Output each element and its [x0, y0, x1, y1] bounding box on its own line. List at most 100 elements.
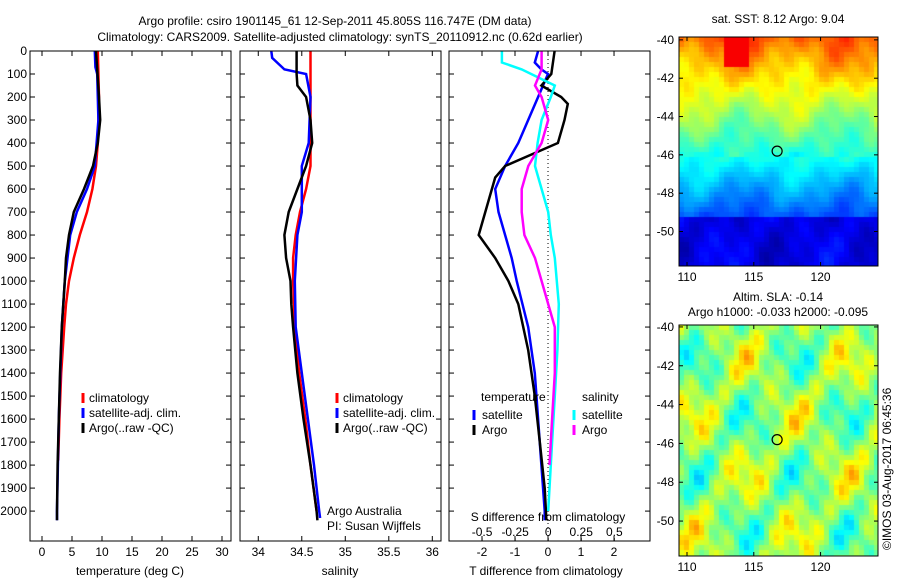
map-y-tick-label: -44: [657, 398, 675, 412]
map-x-tick-label: 115: [744, 270, 763, 284]
y-tick-label: 200: [7, 90, 27, 104]
map-x-tick-label: 115: [744, 560, 763, 574]
sla-map-image: [679, 325, 878, 556]
temperature-xlabel: temperature (deg C): [76, 564, 184, 578]
s-diff-xlabel: S difference from climatology: [471, 510, 626, 524]
y-tick-label: 1300: [0, 343, 27, 357]
argo-location-marker: [771, 145, 783, 157]
title-line2: Climatology: CARS2009. Satellite-adjuste…: [97, 30, 582, 44]
y-tick-label: 100: [7, 67, 27, 81]
map-x-tick-label: 110: [677, 560, 696, 574]
x-tick-label: 1: [578, 545, 585, 559]
x-tick-label: 35.5: [377, 545, 401, 559]
legend-label: Argo: [582, 423, 608, 437]
y-tick-label: 400: [7, 136, 27, 150]
map-y-tick-label: -48: [657, 186, 675, 200]
legend-label: satellite: [582, 408, 623, 422]
legend-label: climatology: [89, 391, 149, 405]
map-x-tick-label: 110: [677, 270, 696, 284]
y-tick-label: 0: [20, 44, 27, 58]
series-argo-raw-qc-: [283, 51, 319, 521]
x-tick-label: 0: [545, 545, 552, 559]
y-tick-label: 800: [7, 228, 27, 242]
x-tick-label: 35: [339, 545, 353, 559]
map-y-tick-label: -48: [657, 475, 675, 489]
series-t-argo: [477, 50, 570, 521]
x-tick-label: 5: [69, 545, 76, 559]
map-y-tick-label: -46: [657, 436, 675, 450]
map-y-tick-label: -42: [657, 359, 675, 373]
x2-tick-label: 0: [545, 525, 552, 539]
legend-label: Argo(..raw -QC): [343, 421, 428, 435]
x-tick-label: 30: [215, 545, 229, 559]
annotation-pi: PI: Susan Wijffels: [327, 519, 421, 533]
plot-frame: [29, 50, 232, 542]
y-tick-label: 2000: [0, 504, 27, 518]
x-tick-label: 10: [95, 545, 109, 559]
sst-map-image: [679, 37, 878, 266]
x2-tick-label: 0.25: [570, 525, 594, 539]
legend-title: temperature: [481, 390, 546, 404]
x-tick-label: 2: [611, 545, 618, 559]
map-y-tick-label: -46: [657, 148, 675, 162]
timestamp: ©IMOS 03-Aug-2017 06:45:36: [880, 387, 894, 550]
x-tick-label: 15: [125, 545, 139, 559]
y-tick-label: 1800: [0, 458, 27, 472]
series-climatology: [291, 51, 318, 512]
legend-label: satellite: [482, 408, 523, 422]
map-frame: [678, 324, 879, 557]
x-tick-label: 0: [39, 545, 46, 559]
x-tick-label: 36: [426, 545, 440, 559]
map-x-tick-label: 120: [811, 270, 831, 284]
y-tick-label: 1600: [0, 412, 27, 426]
map-y-tick-label: -40: [657, 33, 675, 47]
y-tick-label: 1400: [0, 366, 27, 380]
sla-map-subtitle: Argo h1000: -0.033 h2000: -0.095: [688, 305, 868, 319]
y-tick-label: 1100: [1, 297, 27, 311]
x-tick-label: 34: [252, 545, 266, 559]
series-s-argo: [520, 51, 557, 466]
x-tick-label: -1: [510, 545, 521, 559]
legend-label: satellite-adj. clim.: [343, 406, 435, 420]
series-satellite-adj-clim-: [270, 50, 322, 519]
salinity-xlabel: salinity: [322, 564, 359, 578]
sla-map-title: Altim. SLA: -0.14: [733, 290, 823, 304]
plot-frame: [239, 50, 442, 542]
legend-label: satellite-adj. clim.: [89, 406, 181, 420]
y-tick-label: 1900: [0, 481, 27, 495]
y-tick-label: 1000: [0, 274, 27, 288]
argo-location-marker: [771, 434, 783, 446]
x2-tick-label: -0.5: [472, 525, 493, 539]
t-diff-xlabel: T difference from climatology: [469, 564, 623, 578]
legend-label: climatology: [343, 391, 403, 405]
map-y-tick-label: -44: [657, 110, 675, 124]
map-y-tick-label: -50: [657, 514, 675, 528]
legend-label: Argo: [482, 423, 508, 437]
annotation-argo-australia: Argo Australia: [327, 504, 402, 518]
title-line1: Argo profile: csiro 1901145_61 12-Sep-20…: [139, 14, 532, 28]
series-satellite-adj-clim-: [55, 50, 100, 521]
sst-map-title: sat. SST: 8.12 Argo: 9.04: [712, 12, 845, 26]
x-tick-label: 25: [185, 545, 199, 559]
legend-label: Argo(..raw -QC): [89, 421, 174, 435]
map-y-tick-label: -50: [657, 225, 675, 239]
x-tick-label: 34.5: [290, 545, 314, 559]
x2-tick-label: 0.5: [606, 525, 623, 539]
map-x-tick-label: 120: [811, 560, 831, 574]
series-argo-raw-qc-: [55, 50, 102, 521]
map-frame: [678, 36, 879, 267]
series-s-satellite: [500, 51, 561, 512]
y-tick-label: 1500: [0, 389, 27, 403]
legend-title: salinity: [582, 390, 619, 404]
map-y-tick-label: -40: [657, 320, 675, 334]
y-tick-label: 900: [7, 251, 27, 265]
y-tick-label: 1700: [0, 435, 27, 449]
x2-tick-label: -0.25: [501, 525, 529, 539]
x-tick-label: -2: [477, 545, 488, 559]
y-tick-label: 1200: [0, 320, 27, 334]
y-tick-label: 300: [7, 113, 27, 127]
y-tick-label: 600: [7, 182, 27, 196]
x-tick-label: 20: [155, 545, 169, 559]
